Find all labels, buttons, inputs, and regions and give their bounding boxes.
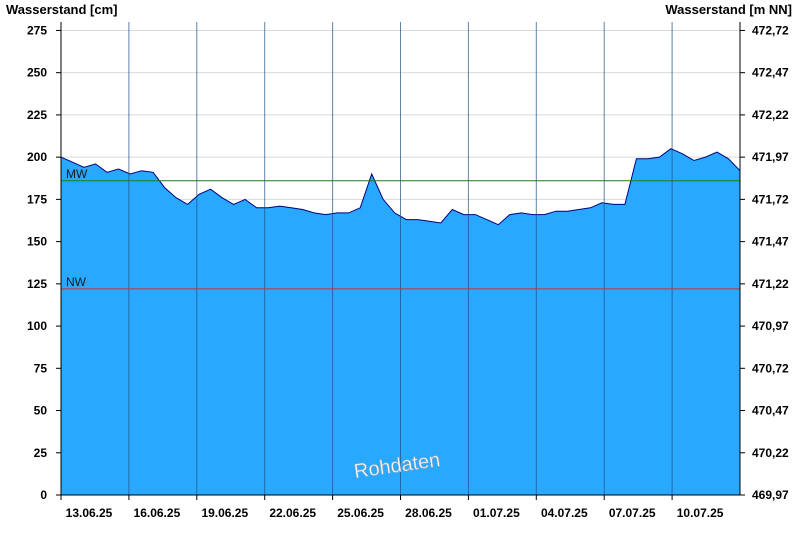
y-right-tick-label: 470,22 bbox=[752, 446, 789, 460]
y-left-tick-label: 225 bbox=[27, 108, 47, 122]
y-left-tick-label: 100 bbox=[27, 319, 47, 333]
y-left-tick-label: 75 bbox=[34, 361, 48, 375]
reference-lines-layer: MW NW bbox=[61, 167, 740, 290]
y-left-tick-label: 275 bbox=[27, 23, 47, 37]
reference-line-label: NW bbox=[66, 275, 87, 289]
x-tick-label: 28.06.25 bbox=[405, 506, 452, 520]
x-tick-label: 10.07.25 bbox=[677, 506, 724, 520]
y-right-tick-label: 471,22 bbox=[752, 277, 789, 291]
y-left-axis-title: Wasserstand [cm] bbox=[6, 2, 118, 17]
y-right-axis-title: Wasserstand [m NN] bbox=[665, 2, 792, 17]
y-right-tick-label: 469,97 bbox=[752, 488, 789, 502]
axis-layer: 0 469,97 25 470,22 50 470,47 75 470,72 100 470,97… bbox=[27, 22, 789, 520]
y-right-tick-label: 470,47 bbox=[752, 404, 789, 418]
y-right-tick-label: 471,47 bbox=[752, 235, 789, 249]
y-right-tick-label: 471,72 bbox=[752, 192, 789, 206]
y-right-tick-label: 471,97 bbox=[752, 150, 789, 164]
y-right-tick-label: 470,72 bbox=[752, 361, 789, 375]
x-tick-label: 01.07.25 bbox=[473, 506, 520, 520]
vertical-grid-layer bbox=[128, 22, 673, 495]
y-right-tick-label: 470,97 bbox=[752, 319, 789, 333]
y-right-tick-label: 472,72 bbox=[752, 23, 789, 37]
x-tick-label: 04.07.25 bbox=[541, 506, 588, 520]
y-right-tick-label: 472,22 bbox=[752, 108, 789, 122]
x-tick-label: 22.06.25 bbox=[269, 506, 316, 520]
x-tick-label: 16.06.25 bbox=[134, 506, 181, 520]
y-left-tick-label: 150 bbox=[27, 235, 47, 249]
y-left-tick-label: 175 bbox=[27, 192, 47, 206]
y-left-tick-label: 25 bbox=[34, 446, 48, 460]
x-tick-label: 13.06.25 bbox=[66, 506, 113, 520]
y-right-tick-label: 472,47 bbox=[752, 66, 789, 80]
y-left-tick-label: 250 bbox=[27, 66, 47, 80]
y-left-tick-label: 50 bbox=[34, 404, 48, 418]
reference-line-label: MW bbox=[66, 167, 88, 181]
x-tick-label: 25.06.25 bbox=[337, 506, 384, 520]
x-tick-label: 07.07.25 bbox=[609, 506, 656, 520]
y-left-tick-label: 0 bbox=[40, 488, 47, 502]
x-tick-label: 19.06.25 bbox=[201, 506, 248, 520]
y-left-tick-label: 125 bbox=[27, 277, 47, 291]
y-left-tick-label: 200 bbox=[27, 150, 47, 164]
